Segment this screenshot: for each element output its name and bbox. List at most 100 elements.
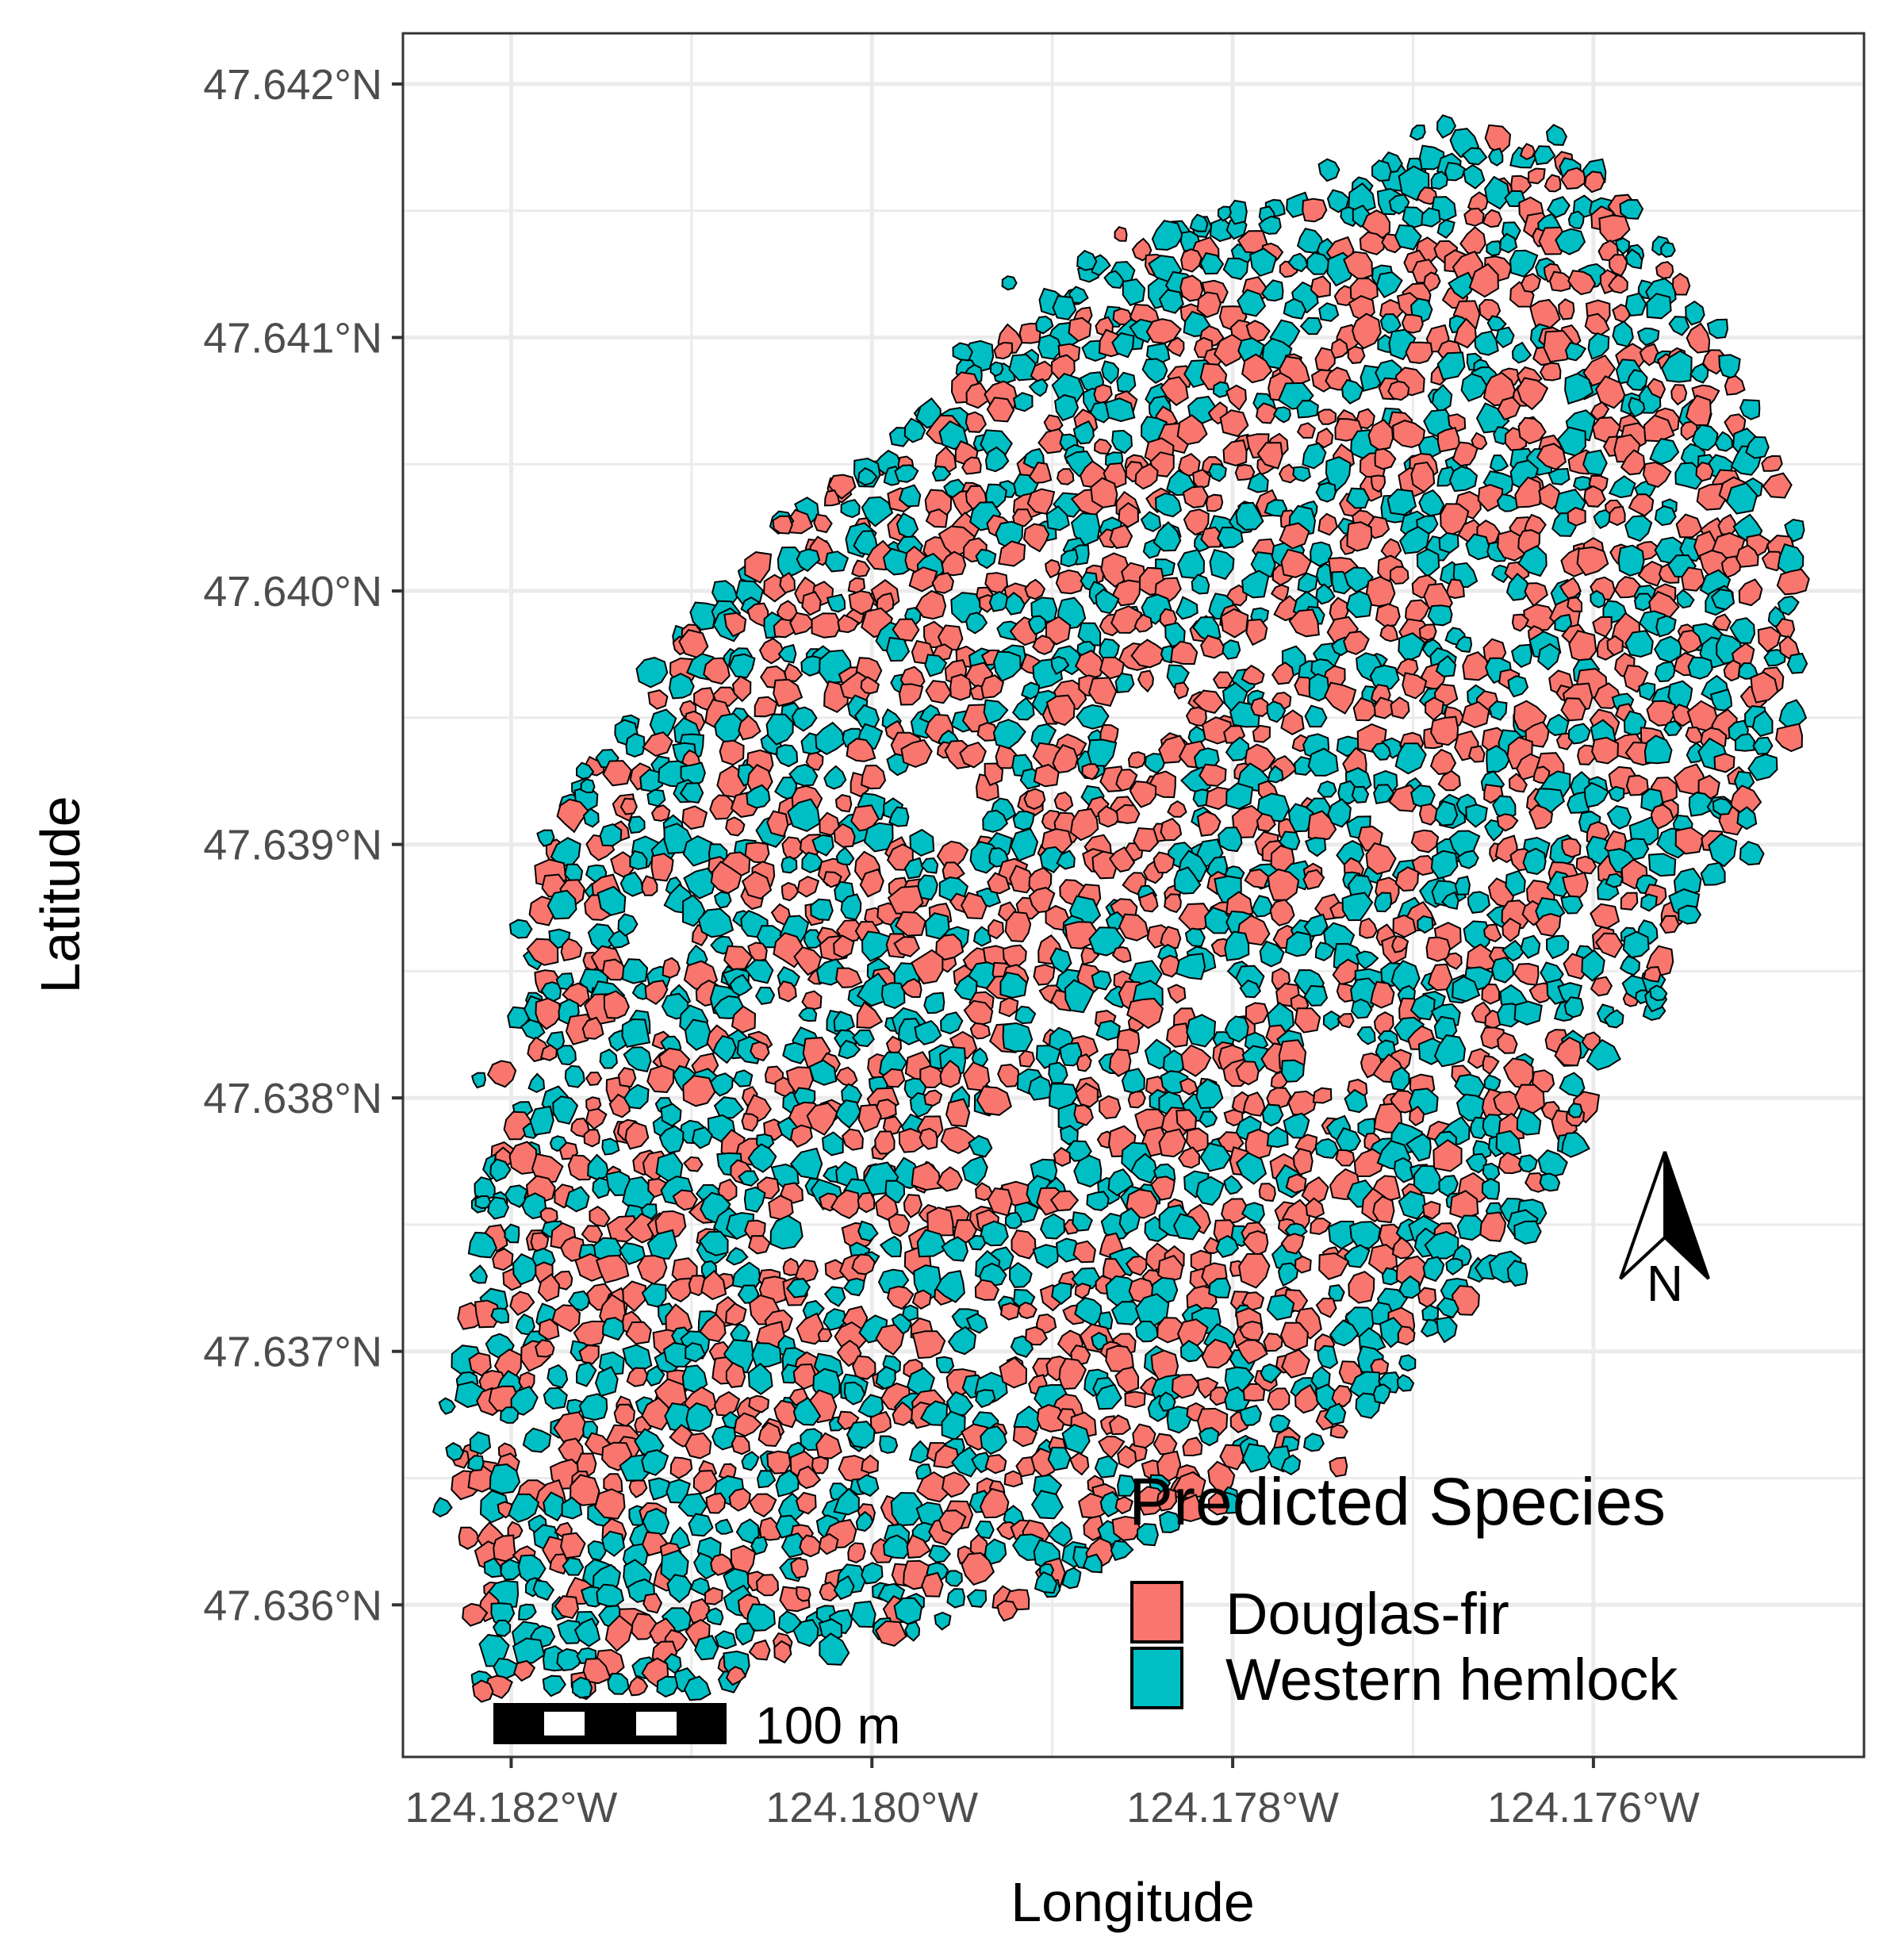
crown-western-hemlock [1539, 1172, 1561, 1192]
crown-douglas-fir [823, 489, 841, 507]
crown-western-hemlock [1235, 501, 1264, 531]
crown-douglas-fir [1374, 447, 1397, 470]
crown-douglas-fir [1185, 706, 1207, 727]
crown-douglas-fir [1418, 623, 1437, 642]
crown-douglas-fir [1482, 209, 1503, 228]
crown-western-hemlock [1564, 341, 1587, 362]
crown-douglas-fir [1074, 650, 1106, 680]
legend-label-western-hemlock: Western hemlock [1225, 1647, 1678, 1713]
crown-douglas-fir [1160, 817, 1183, 842]
crown-douglas-fir [738, 714, 761, 741]
crown-western-hemlock [1326, 189, 1350, 213]
crown-western-hemlock [1499, 232, 1518, 254]
crown-douglas-fir [1717, 513, 1737, 536]
crown-western-hemlock [1646, 293, 1672, 320]
crown-western-hemlock [1435, 654, 1457, 677]
crown-douglas-fir [646, 1064, 675, 1094]
crown-western-hemlock [1035, 315, 1054, 335]
crown-western-hemlock [1114, 672, 1135, 693]
crown-douglas-fir [1028, 462, 1053, 484]
crown-western-hemlock [1122, 278, 1146, 307]
y-axis-title: Latitude [29, 796, 91, 993]
crown-douglas-fir [847, 1542, 866, 1563]
crown-douglas-fir [1167, 800, 1187, 818]
scale-bar-frame [493, 1703, 727, 1744]
crown-western-hemlock [582, 807, 600, 828]
crown-douglas-fir [1043, 414, 1064, 434]
crown-western-hemlock [564, 1064, 585, 1088]
crown-douglas-fir [1410, 461, 1436, 493]
crown-douglas-fir [772, 515, 793, 535]
legend-key-western-hemlock [1130, 1647, 1183, 1709]
crown-douglas-fir [1196, 291, 1222, 319]
crown-douglas-fir [1165, 336, 1185, 358]
crown-douglas-fir [1548, 270, 1572, 292]
crown-western-hemlock [1306, 251, 1332, 275]
y-tick-label: 47.638°N [203, 1075, 382, 1122]
crown-western-hemlock [1302, 442, 1327, 470]
crown-douglas-fir [1133, 827, 1160, 853]
crown-douglas-fir [1467, 745, 1486, 763]
crown-western-hemlock [751, 1342, 782, 1368]
crown-western-hemlock [931, 465, 952, 482]
crown-douglas-fir [1539, 362, 1562, 382]
crown-douglas-fir [1520, 273, 1542, 293]
crown-western-hemlock [1718, 354, 1741, 380]
crown-douglas-fir [709, 794, 734, 820]
crown-douglas-fir [1695, 461, 1714, 482]
crown-western-hemlock [840, 499, 861, 519]
crown-western-hemlock [1752, 736, 1774, 755]
crown-douglas-fir [703, 657, 731, 685]
crown-douglas-fir [998, 540, 1026, 567]
crown-douglas-fir [984, 762, 1004, 787]
crown-douglas-fir [1670, 384, 1688, 406]
crown-douglas-fir [1560, 697, 1586, 722]
crown-western-hemlock [1465, 804, 1488, 828]
crown-douglas-fir [719, 739, 745, 766]
crown-douglas-fir [1628, 493, 1655, 517]
crown-douglas-fir [886, 843, 914, 871]
x-tick-label: 124.182°W [405, 1784, 618, 1832]
crown-western-hemlock [791, 706, 818, 732]
crown-douglas-fir [1110, 605, 1143, 634]
crown-western-hemlock [1612, 320, 1634, 348]
crown-western-hemlock [1668, 316, 1690, 336]
crown-douglas-fir [1477, 484, 1504, 512]
crown-western-hemlock [765, 713, 794, 746]
crown-douglas-fir [766, 1450, 792, 1475]
crown-douglas-fir [744, 551, 773, 584]
crown-western-hemlock [1054, 393, 1080, 422]
crown-western-hemlock [635, 657, 669, 688]
crown-western-hemlock [1208, 462, 1227, 482]
crown-western-hemlock [1488, 700, 1508, 721]
crown-douglas-fir [1567, 596, 1582, 612]
crown-douglas-fir [1256, 442, 1283, 470]
crown-western-hemlock [1708, 833, 1738, 868]
crown-douglas-fir [1685, 726, 1704, 745]
crown-douglas-fir [1568, 630, 1597, 665]
crown-western-hemlock [656, 1675, 679, 1698]
crown-western-hemlock [1351, 785, 1370, 804]
crown-douglas-fir [1511, 613, 1529, 632]
crown-western-hemlock [1314, 1137, 1340, 1159]
crown-western-hemlock [1434, 800, 1459, 827]
crown-douglas-fir [817, 1328, 833, 1342]
crown-western-hemlock [1624, 630, 1654, 658]
legend-label-douglas-fir: Douglas-fir [1225, 1581, 1509, 1647]
crown-douglas-fir [1724, 374, 1746, 396]
crown-western-hemlock [1674, 462, 1704, 490]
crown-western-hemlock [1481, 1177, 1500, 1200]
crown-douglas-fir [857, 1191, 876, 1214]
crown-douglas-fir [941, 550, 967, 577]
crown-western-hemlock [1341, 378, 1364, 405]
crown-western-hemlock [1095, 1019, 1121, 1041]
crown-western-hemlock [835, 846, 855, 865]
crown-douglas-fir [725, 1361, 746, 1388]
crown-western-hemlock [1619, 198, 1644, 220]
crown-western-hemlock [1287, 803, 1314, 833]
crown-western-hemlock [1280, 1059, 1305, 1083]
crown-western-hemlock [776, 744, 799, 768]
crown-douglas-fir [642, 731, 673, 757]
crown-western-hemlock [1030, 723, 1057, 750]
crown-douglas-fir [813, 513, 833, 534]
